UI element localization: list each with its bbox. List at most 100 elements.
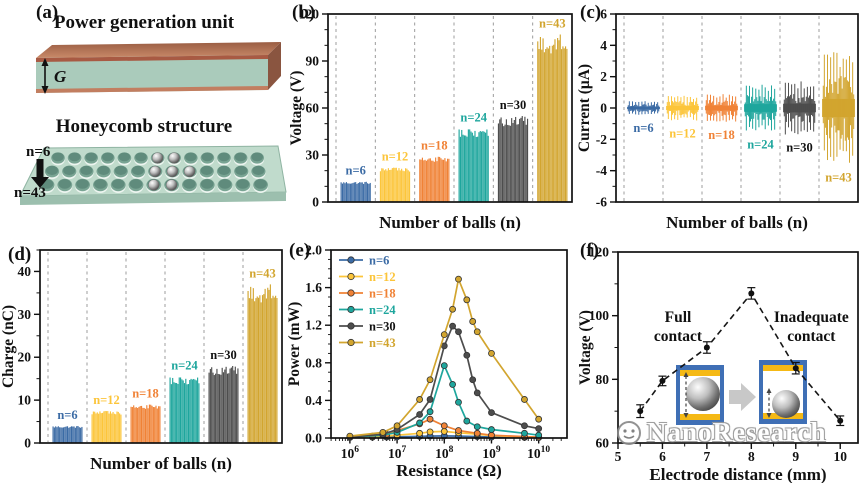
group-label: n=12 <box>93 393 120 407</box>
group-label: n=12 <box>382 150 409 164</box>
steel-ball <box>166 179 178 191</box>
y-tick-label: 2.0 <box>305 243 322 258</box>
panel-e-label: (e) <box>289 240 311 261</box>
y-tick-label: 20 <box>18 350 32 365</box>
annotation-text: contact <box>654 328 703 345</box>
down-arrow-icon <box>31 159 49 188</box>
honeycomb-structure-title: Honeycomb structure <box>55 116 233 137</box>
legend-label: n=12 <box>369 270 396 284</box>
plot-frame <box>615 13 859 203</box>
steel-ball <box>168 152 180 164</box>
legend: n=6 n=12 n=18 n=24 n=30 n=43 <box>339 254 396 350</box>
voltage-distance-chart: 60 80 100 120 5 6 7 8 9 10 Full contact Inadequate co… <box>577 245 859 483</box>
y-tick-label: 80 <box>596 372 610 387</box>
signal-group-n=24 <box>169 377 200 443</box>
signal-group-n=6 <box>52 425 83 443</box>
y-tick-label: 1.2 <box>305 318 322 333</box>
data-point <box>837 417 844 424</box>
voltage-chart: 0 30 60 90 120 n=6 n=12 n=18 n=24 n=30 n=43 Number … <box>288 7 573 232</box>
panel-c: (c) -6 -4 -2 0 2 4 6 n=6 n=12 n=18 n=24 n=30 n=43 Num… <box>576 0 864 238</box>
group-label: n=18 <box>708 128 735 142</box>
group-label: n=30 <box>210 348 237 362</box>
y-axis-label: Current (μA) <box>576 64 593 152</box>
honeycomb-plate-front <box>20 192 286 205</box>
slab-bottom-electrode <box>36 86 268 93</box>
y-tick-label: 10 <box>18 393 32 408</box>
x-tick-label: 1010 <box>527 445 550 461</box>
legend-label: n=43 <box>369 336 396 350</box>
y-tick-label: 100 <box>589 308 610 323</box>
y-tick-label: 2 <box>600 69 607 84</box>
x-tick-label: 9 <box>792 449 799 464</box>
annotation-text: Inadequate <box>774 309 849 326</box>
signal-group-n=30 <box>783 81 816 135</box>
y-tick-label: 0.0 <box>305 431 322 446</box>
x-axis-label: Number of balls (n) <box>666 213 808 232</box>
group-label: n=12 <box>669 127 696 141</box>
panel-a-label: (a) <box>36 2 59 23</box>
y-tick-label: -2 <box>596 132 607 147</box>
current-chart: -6 -4 -2 0 2 4 6 n=6 n=12 n=18 n=24 n=30 n=43 Number … <box>576 7 859 232</box>
y-tick-label: 120 <box>589 245 610 260</box>
panel-f: (f) 60 80 100 120 5 6 7 8 9 10 Full contact Inadequa… <box>576 238 864 483</box>
y-tick-label: 90 <box>306 54 320 69</box>
y-axis-label: Charge (nC) <box>0 305 17 388</box>
slab-top-face <box>36 42 281 58</box>
steel-ball <box>149 165 161 178</box>
group-label: n=24 <box>171 359 198 373</box>
y-axis-label: Power (mW) <box>286 302 303 387</box>
steel-ball <box>686 377 720 411</box>
group-label: n=43 <box>249 266 276 280</box>
honeycomb-graphic: n=6 n=43 <box>14 144 287 205</box>
steel-ball <box>166 165 179 178</box>
panel-e: (e) 0.0 0.4 0.8 1.2 1.6 2.0 106 107 108 109 1010 n=… <box>285 238 578 483</box>
signal-group-n=24 <box>458 129 489 202</box>
x-tick-label: 10 <box>833 449 847 464</box>
y-tick-label: 0 <box>312 195 319 210</box>
plot-frame <box>327 13 573 203</box>
y-tick-label: -6 <box>596 195 607 210</box>
x-axis-label: Number of balls (n) <box>379 213 521 232</box>
charge-chart: 0 10 20 30 40 n=6 n=12 n=18 n=24 n=30 n=43 Number o… <box>0 249 283 473</box>
x-tick-label: 106 <box>341 445 360 461</box>
power-generation-unit-title: Power generation unit <box>53 12 235 33</box>
data-point <box>637 408 644 415</box>
signal-group-n=30 <box>208 365 239 443</box>
honeycomb-holes <box>39 152 268 193</box>
legend-label: n=6 <box>369 254 389 268</box>
power-generation-unit-graphic: G <box>36 42 281 94</box>
y-axis-label: Voltage (V) <box>577 310 594 385</box>
steel-ball <box>152 152 164 164</box>
steel-ball <box>772 390 800 418</box>
plot-frame <box>617 251 859 444</box>
group-label: n=6 <box>57 408 77 422</box>
n-top-label: n=6 <box>26 144 51 160</box>
x-axis-label: Resistance (Ω) <box>396 461 502 480</box>
x-tick-label: 109 <box>482 445 501 461</box>
x-tick-label: 8 <box>748 449 755 464</box>
group-label: n=43 <box>825 170 852 184</box>
y-tick-label: 0.8 <box>305 355 322 370</box>
signal-group-n=6 <box>340 181 371 202</box>
x-tick-label: 108 <box>435 445 454 461</box>
data-point <box>659 377 666 384</box>
y-axis-label: Voltage (V) <box>288 71 305 146</box>
signal-group-n=43 <box>537 34 568 202</box>
signal-group-n=43 <box>822 52 855 163</box>
data-point <box>703 344 710 351</box>
signal-group-n=6 <box>627 101 660 115</box>
y-tick-label: 30 <box>18 307 32 322</box>
signal-group-n=18 <box>705 94 738 122</box>
transition-arrow-icon <box>729 383 756 411</box>
y-tick-label: 0.4 <box>305 393 322 408</box>
group-label: n=18 <box>132 386 159 400</box>
signal-group-n=43 <box>247 284 278 443</box>
nano-research-logo-icon <box>617 420 641 445</box>
x-tick-label: 5 <box>615 449 622 464</box>
steel-ball <box>184 165 196 178</box>
group-label: n=6 <box>346 164 366 178</box>
panel-c-label: (c) <box>580 2 602 23</box>
slab-top-electrode <box>36 55 268 62</box>
group-label: n=24 <box>747 138 774 152</box>
group-label: n=30 <box>786 141 813 155</box>
